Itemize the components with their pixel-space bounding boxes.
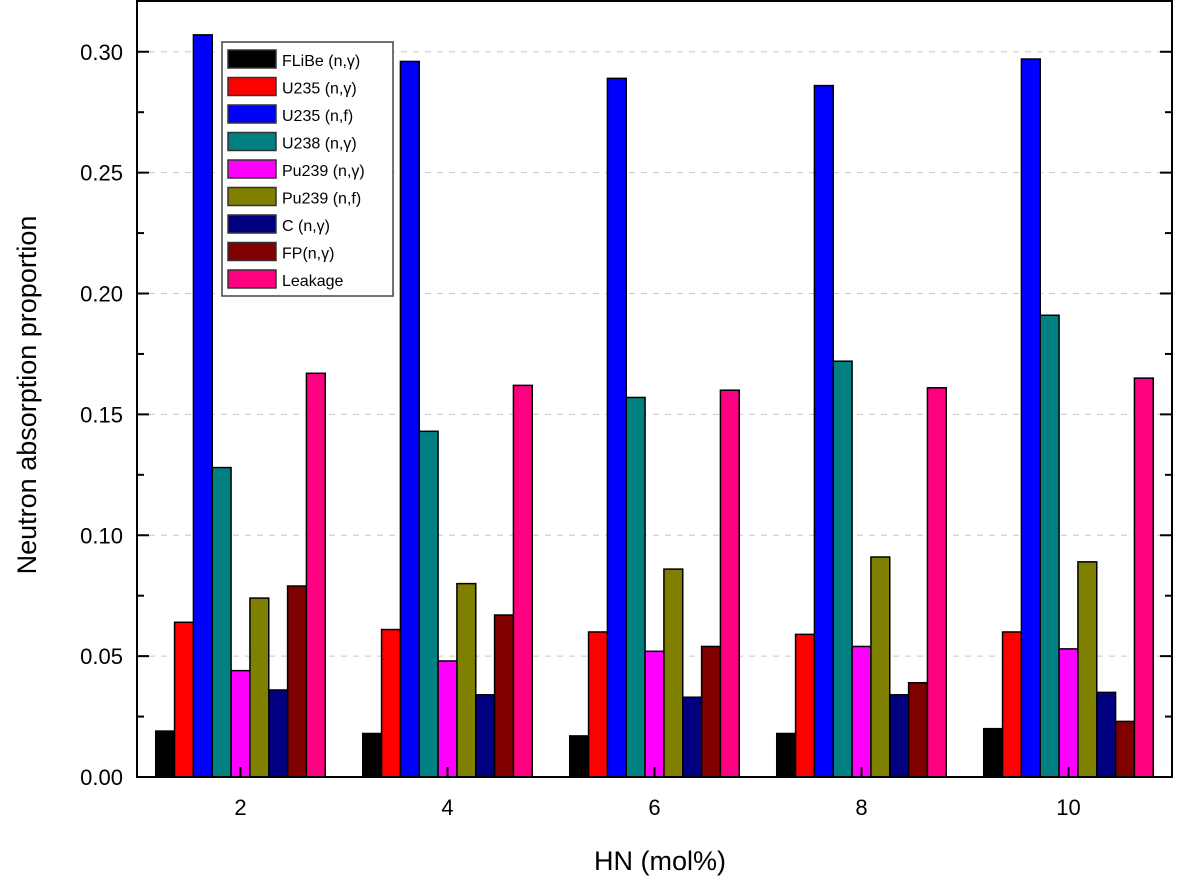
bar bbox=[211, 466, 232, 778]
bar bbox=[982, 727, 1004, 778]
bar bbox=[249, 597, 270, 778]
bar bbox=[173, 621, 195, 778]
bar bbox=[870, 556, 891, 778]
bar bbox=[907, 681, 929, 778]
legend-swatch bbox=[227, 49, 277, 69]
bar bbox=[700, 645, 722, 778]
bar bbox=[192, 34, 213, 778]
bar bbox=[1058, 648, 1079, 778]
bar bbox=[682, 696, 703, 778]
legend-label: Pu239 (n,f) bbox=[282, 191, 361, 208]
bar bbox=[456, 582, 477, 778]
bar bbox=[399, 60, 420, 778]
bar bbox=[1114, 720, 1136, 778]
bar bbox=[794, 633, 816, 778]
legend-label: U235 (n,γ) bbox=[282, 81, 357, 98]
bar bbox=[154, 730, 176, 778]
bar bbox=[832, 360, 853, 778]
bar bbox=[1096, 691, 1117, 778]
x-tick-label: 4 bbox=[441, 795, 453, 820]
legend-label: U238 (n,γ) bbox=[282, 136, 357, 153]
legend-label: Leakage bbox=[282, 273, 343, 290]
bar bbox=[625, 396, 646, 778]
legend-swatch bbox=[227, 104, 277, 124]
bar bbox=[512, 384, 534, 778]
legend-swatch bbox=[227, 241, 277, 262]
y-tick-label: 0.10 bbox=[80, 523, 123, 548]
y-tick-label: 0.25 bbox=[80, 161, 123, 186]
y-axis-label: Neutron absorption proportion bbox=[12, 216, 42, 575]
legend-swatch bbox=[227, 131, 277, 152]
y-tick-label: 0.00 bbox=[80, 765, 123, 790]
bar bbox=[380, 628, 402, 778]
bar bbox=[1001, 631, 1023, 778]
legend-label: Pu239 (n,γ) bbox=[282, 163, 365, 180]
legend-swatch bbox=[227, 159, 277, 179]
bar bbox=[475, 694, 496, 778]
bar bbox=[889, 694, 910, 778]
bars bbox=[154, 34, 1155, 778]
bar bbox=[926, 387, 948, 778]
y-tick-label: 0.20 bbox=[80, 282, 123, 307]
bar bbox=[1133, 377, 1155, 778]
bar bbox=[851, 645, 872, 778]
legend-swatch bbox=[227, 76, 277, 97]
legend-label: FP(n,γ) bbox=[282, 246, 334, 263]
bar bbox=[437, 660, 458, 778]
bar bbox=[230, 669, 251, 778]
bar bbox=[1039, 314, 1060, 778]
bar bbox=[418, 430, 439, 778]
y-tick-label: 0.05 bbox=[80, 644, 123, 669]
bar bbox=[587, 631, 609, 778]
x-axis-label: HN (mol%) bbox=[594, 846, 726, 876]
legend-label: FLiBe (n,γ) bbox=[282, 53, 360, 70]
y-tick-label: 0.30 bbox=[80, 40, 123, 65]
bar bbox=[813, 84, 834, 778]
legend-swatch bbox=[227, 186, 277, 207]
bar bbox=[361, 732, 383, 778]
bar bbox=[719, 389, 741, 778]
bar bbox=[1020, 58, 1041, 778]
x-tick-label: 6 bbox=[648, 795, 660, 820]
legend-swatch bbox=[227, 269, 277, 289]
bar bbox=[268, 689, 289, 778]
x-tick-label: 2 bbox=[234, 795, 246, 820]
bar bbox=[606, 77, 627, 778]
y-tick-label: 0.15 bbox=[80, 402, 123, 427]
bar bbox=[644, 650, 665, 778]
bar bbox=[493, 614, 515, 778]
bar bbox=[663, 568, 684, 778]
bar bbox=[305, 372, 327, 778]
legend-label: C (n,γ) bbox=[282, 218, 330, 235]
legend: FLiBe (n,γ) U235 (n,γ) U235 (n,f) U238 (n,γ… bbox=[221, 41, 394, 297]
bar bbox=[286, 585, 308, 778]
x-tick-label: 8 bbox=[855, 795, 867, 820]
legend-label: U235 (n,f) bbox=[282, 108, 353, 125]
y-axis: 0.00 0.05 0.10 0.15 0.20 0.25 0.30 bbox=[80, 40, 1172, 790]
bar bbox=[568, 735, 590, 778]
bar bbox=[1077, 561, 1098, 778]
x-tick-label: 10 bbox=[1056, 795, 1080, 820]
bar bbox=[775, 732, 797, 778]
legend-swatch bbox=[227, 214, 277, 234]
x-axis: 2 4 6 8 10 bbox=[234, 767, 1081, 820]
